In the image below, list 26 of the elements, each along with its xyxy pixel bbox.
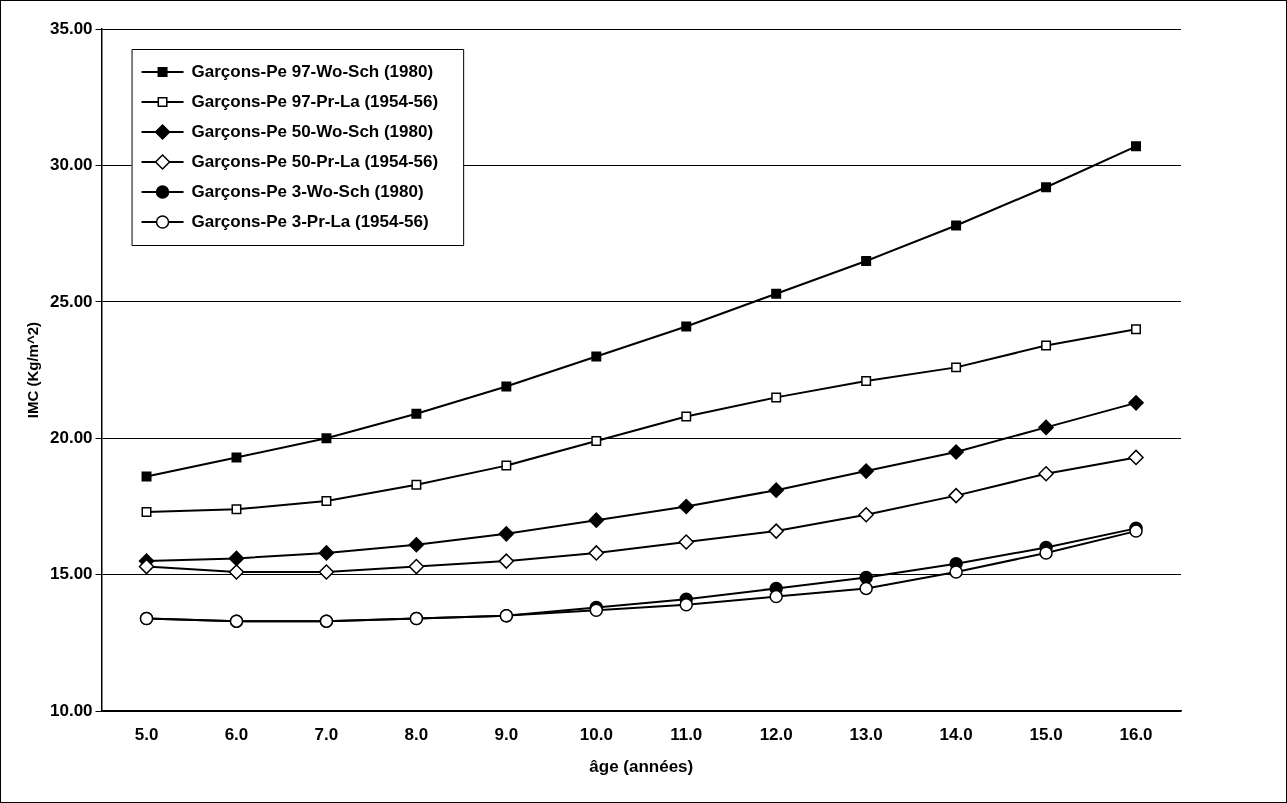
y-axis-title: IMC (Kg/m^2) <box>24 321 42 419</box>
legend-label: Garçons-Pe 3-Wo-Sch (1980) <box>191 181 424 201</box>
x-axis-title: âge (années) <box>589 757 694 777</box>
x-tick-label: 9.0 <box>494 725 519 745</box>
legend-label: Garçons-Pe 97-Pr-La (1954-56) <box>191 91 439 111</box>
legend-label: Garçons-Pe 97-Wo-Sch (1980) <box>191 61 434 81</box>
legend-label: Garçons-Pe 50-Pr-La (1954-56) <box>191 151 439 171</box>
x-tick-label: 8.0 <box>404 725 429 745</box>
x-tick-label: 7.0 <box>314 725 339 745</box>
x-tick-label: 6.0 <box>224 725 249 745</box>
y-tick-label: 30.00 <box>49 155 93 175</box>
y-tick-label: 15.00 <box>49 564 93 584</box>
x-tick-label: 12.0 <box>759 725 793 745</box>
legend-label: Garçons-Pe 50-Wo-Sch (1980) <box>191 121 434 141</box>
y-tick-label: 10.00 <box>49 700 93 720</box>
x-tick-label: 11.0 <box>670 725 703 745</box>
x-tick-label: 14.0 <box>939 725 973 745</box>
legend-label: Garçons-Pe 3-Pr-La (1954-56) <box>191 211 429 231</box>
y-tick-label: 20.00 <box>49 428 93 448</box>
x-tick-label: 16.0 <box>1119 725 1153 745</box>
y-tick-label: 25.00 <box>49 291 93 311</box>
x-tick-label: 10.0 <box>579 725 613 745</box>
y-tick-label: 35.00 <box>49 18 93 38</box>
x-tick-label: 15.0 <box>1029 725 1063 745</box>
x-tick-label: 5.0 <box>134 725 159 745</box>
x-tick-label: 13.0 <box>849 725 883 745</box>
